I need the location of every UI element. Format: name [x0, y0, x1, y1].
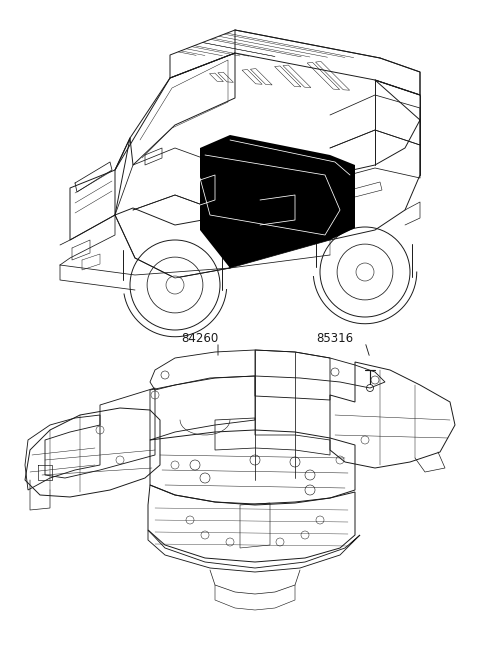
Circle shape: [356, 263, 374, 281]
Text: 84260: 84260: [181, 331, 218, 344]
Text: 85316: 85316: [316, 331, 354, 344]
Circle shape: [166, 276, 184, 294]
Polygon shape: [200, 135, 355, 268]
